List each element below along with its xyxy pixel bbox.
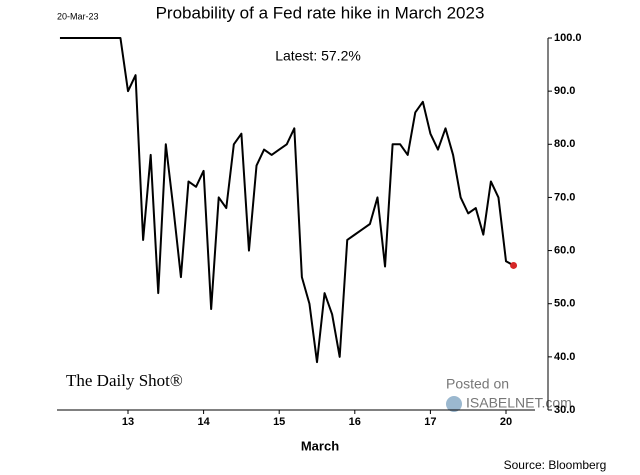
x-axis-label: March (301, 438, 339, 453)
source: Source: Bloomberg (504, 458, 607, 472)
y-tick-label: 100.0 (554, 32, 582, 44)
y-tick-label: 30.0 (554, 404, 575, 416)
x-tick-label: 16 (349, 416, 361, 428)
line (59, 37, 515, 364)
brand: The Daily Shot® (66, 371, 183, 390)
chart-title: Probability of a Fed rate hike in March … (156, 3, 485, 22)
y-tick-label: 80.0 (554, 138, 575, 150)
x-tick-label: 13 (122, 416, 134, 428)
x-tick-label: 20 (500, 416, 512, 428)
x-tick-label: 15 (273, 416, 285, 428)
x-tick-label: 17 (424, 416, 436, 428)
watermark: ISABELNET.com (466, 395, 572, 411)
x-tick-label: 14 (197, 416, 210, 428)
watermark: Posted on (446, 376, 509, 392)
y-tick-label: 70.0 (554, 191, 575, 203)
y-tick-label: 60.0 (554, 244, 575, 256)
y-tick-label: 50.0 (554, 298, 575, 310)
latest-marker (510, 261, 518, 269)
y-tick-label: 40.0 (554, 351, 575, 363)
watermark-icon (446, 396, 462, 412)
annotation: Latest: 57.2% (275, 48, 361, 64)
y-tick-label: 90.0 (554, 85, 575, 97)
date-label: 20-Mar-23 (57, 11, 99, 21)
